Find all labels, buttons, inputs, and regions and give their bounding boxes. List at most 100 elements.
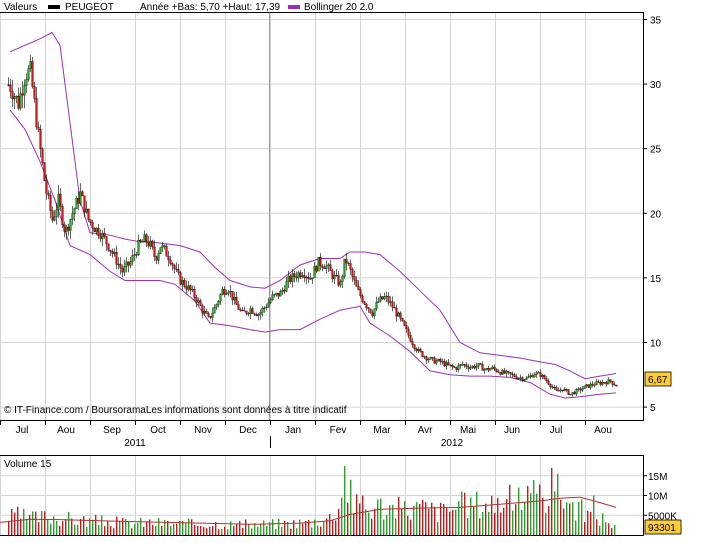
- volume-bar: [371, 518, 373, 535]
- candle-body: [169, 259, 172, 264]
- volume-bar: [170, 526, 172, 535]
- volume-bar: [563, 508, 565, 535]
- candle-body: [185, 286, 188, 290]
- volume-bar: [245, 519, 247, 535]
- candle-body: [57, 193, 60, 211]
- legend-ticker-swatch: [48, 5, 60, 9]
- candle-body: [91, 222, 94, 229]
- candle-body: [261, 308, 264, 313]
- volume-bar: [410, 519, 412, 535]
- volume-bar: [326, 518, 328, 535]
- volume-bar: [386, 514, 388, 535]
- volume-bar: [347, 502, 349, 535]
- candle-body: [225, 293, 228, 295]
- candle-body: [145, 234, 148, 242]
- volume-bar: [545, 512, 547, 535]
- candle-body: [569, 393, 572, 396]
- candle-body: [361, 295, 364, 303]
- candle-body: [187, 285, 190, 290]
- candle-body: [609, 379, 612, 382]
- volume-bar: [383, 519, 385, 535]
- volume-y-axis: 15M 10M 5000K: [643, 472, 677, 522]
- candle-body: [339, 281, 342, 286]
- candle-body: [43, 162, 46, 181]
- candle-body: [123, 266, 126, 273]
- candle-body: [423, 356, 426, 358]
- candle-body: [29, 61, 32, 69]
- volume-bar: [86, 526, 88, 535]
- candle-body: [407, 328, 410, 336]
- candle-body: [133, 254, 136, 256]
- candle-body: [269, 299, 272, 303]
- candle-body: [453, 366, 456, 368]
- volume-bar: [167, 521, 169, 535]
- volume-bar: [89, 518, 91, 535]
- candle-body: [247, 313, 250, 315]
- x-tick-label: Jan: [285, 425, 301, 436]
- volume-bar: [380, 498, 382, 535]
- volume-bar: [605, 522, 607, 535]
- candle-body: [595, 381, 598, 386]
- candle-body: [345, 258, 348, 264]
- volume-bar: [110, 526, 112, 535]
- volume-bar: [233, 526, 235, 535]
- volume-bar: [548, 506, 550, 535]
- candle-body: [411, 341, 414, 345]
- volume-bar: [344, 465, 346, 535]
- volume-bar: [407, 515, 409, 535]
- legend-indicator: Bollinger 20 2.0: [304, 2, 374, 13]
- volume-bar: [413, 506, 415, 535]
- candle-body: [153, 246, 156, 257]
- candle-body: [311, 277, 314, 280]
- volume-bar: [56, 520, 58, 535]
- volume-bar: [614, 524, 616, 535]
- candle-body: [537, 372, 540, 374]
- volume-bar: [581, 499, 583, 535]
- candle-body: [503, 370, 506, 374]
- volume-bar: [287, 522, 289, 535]
- candle-body: [443, 361, 446, 367]
- candle-body: [305, 276, 308, 279]
- candle-body: [89, 219, 92, 223]
- volume-bar: [254, 523, 256, 535]
- candle-body: [603, 382, 606, 384]
- volume-bar: [122, 517, 124, 535]
- candle-body: [587, 384, 590, 388]
- volume-bar: [224, 526, 226, 535]
- candle-body: [365, 304, 368, 308]
- candle-body: [509, 372, 512, 375]
- candle-body: [321, 265, 324, 268]
- volume-bar: [305, 520, 307, 535]
- candle-body: [183, 280, 186, 287]
- candle-body: [97, 227, 100, 236]
- candle-body: [251, 308, 254, 314]
- candle-body: [143, 234, 146, 242]
- candle-body: [611, 381, 614, 385]
- volume-bar: [308, 519, 310, 535]
- volume-bar: [14, 512, 16, 535]
- candle-body: [85, 208, 88, 213]
- volume-bar: [35, 511, 37, 535]
- candle-body: [171, 263, 174, 266]
- volume-bar: [68, 511, 70, 535]
- volume-bar: [98, 524, 100, 535]
- candle-body: [139, 239, 142, 242]
- candle-body: [487, 367, 490, 371]
- candle-body: [103, 232, 106, 237]
- candle-body: [449, 364, 452, 366]
- candle-body: [599, 381, 602, 385]
- x-tick-label: Aou: [57, 425, 75, 436]
- volume-bar: [389, 505, 391, 535]
- candle-body: [267, 302, 270, 308]
- candle-body: [413, 344, 416, 349]
- volume-bar: [464, 492, 466, 535]
- candle-body: [431, 357, 434, 359]
- volume-bar: [227, 529, 229, 535]
- volume-bar: [53, 516, 55, 535]
- volume-bar: [392, 504, 394, 535]
- candle-body: [561, 389, 564, 391]
- candle-body: [523, 379, 526, 381]
- candle-body: [121, 267, 124, 273]
- candle-body: [367, 307, 370, 310]
- volume-bar: [425, 502, 427, 535]
